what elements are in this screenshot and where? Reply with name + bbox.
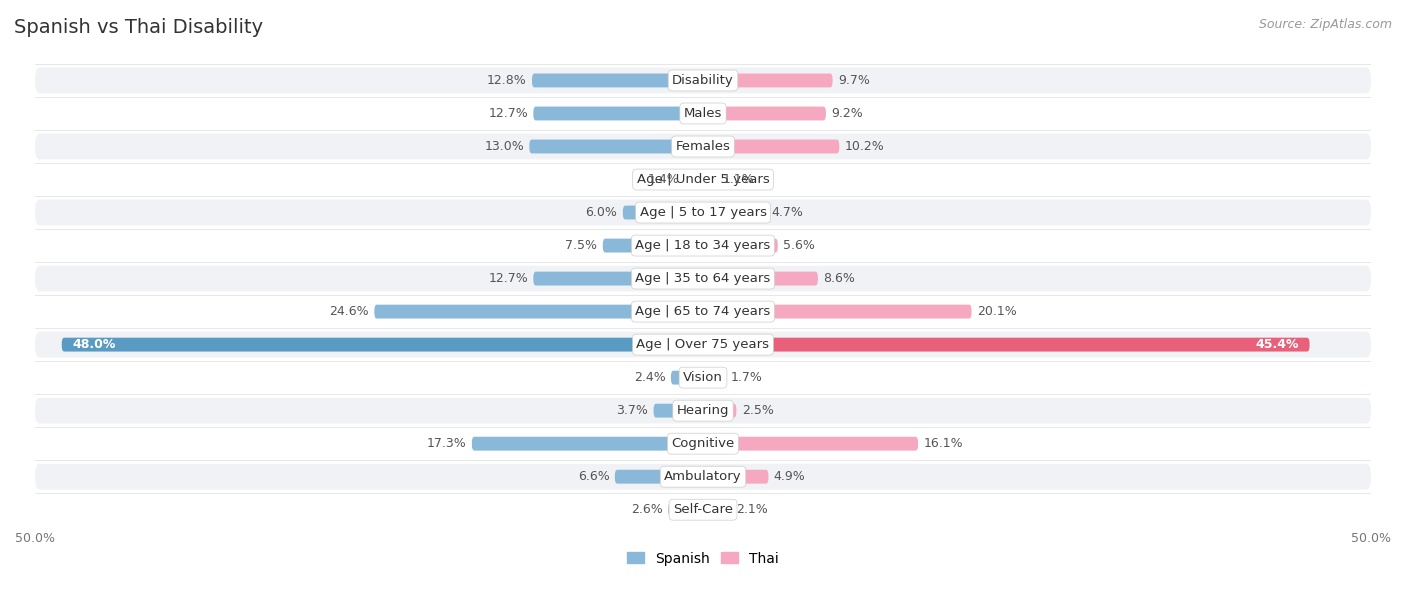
Text: 9.2%: 9.2% [831, 107, 863, 120]
Text: Age | 5 to 17 years: Age | 5 to 17 years [640, 206, 766, 219]
FancyBboxPatch shape [603, 239, 703, 253]
FancyBboxPatch shape [703, 239, 778, 253]
FancyBboxPatch shape [531, 73, 703, 88]
Text: 10.2%: 10.2% [845, 140, 884, 153]
FancyBboxPatch shape [35, 133, 1371, 159]
FancyBboxPatch shape [614, 470, 703, 483]
Text: Ambulatory: Ambulatory [664, 470, 742, 483]
Text: Age | Under 5 years: Age | Under 5 years [637, 173, 769, 186]
Text: 12.8%: 12.8% [486, 74, 527, 87]
FancyBboxPatch shape [703, 437, 918, 450]
FancyBboxPatch shape [62, 338, 703, 351]
Text: 9.7%: 9.7% [838, 74, 870, 87]
Text: 12.7%: 12.7% [488, 107, 529, 120]
Text: Age | 35 to 64 years: Age | 35 to 64 years [636, 272, 770, 285]
Text: 2.1%: 2.1% [737, 503, 768, 516]
Text: Cognitive: Cognitive [672, 437, 734, 450]
FancyBboxPatch shape [703, 371, 725, 384]
Text: 2.5%: 2.5% [742, 404, 773, 417]
FancyBboxPatch shape [623, 206, 703, 220]
FancyBboxPatch shape [35, 332, 1371, 357]
Text: Vision: Vision [683, 371, 723, 384]
FancyBboxPatch shape [533, 272, 703, 286]
Text: 20.1%: 20.1% [977, 305, 1017, 318]
Text: 1.7%: 1.7% [731, 371, 763, 384]
FancyBboxPatch shape [703, 503, 731, 517]
Text: 2.4%: 2.4% [634, 371, 665, 384]
Text: 48.0%: 48.0% [72, 338, 115, 351]
FancyBboxPatch shape [671, 371, 703, 384]
Text: Males: Males [683, 107, 723, 120]
Text: Spanish vs Thai Disability: Spanish vs Thai Disability [14, 18, 263, 37]
Text: Age | Over 75 years: Age | Over 75 years [637, 338, 769, 351]
FancyBboxPatch shape [35, 365, 1371, 390]
FancyBboxPatch shape [35, 200, 1371, 225]
FancyBboxPatch shape [703, 106, 825, 121]
Text: 24.6%: 24.6% [329, 305, 368, 318]
Text: Hearing: Hearing [676, 404, 730, 417]
Text: Age | 18 to 34 years: Age | 18 to 34 years [636, 239, 770, 252]
FancyBboxPatch shape [533, 106, 703, 121]
FancyBboxPatch shape [35, 233, 1371, 258]
Text: 2.6%: 2.6% [631, 503, 662, 516]
FancyBboxPatch shape [703, 272, 818, 286]
FancyBboxPatch shape [35, 299, 1371, 324]
FancyBboxPatch shape [35, 431, 1371, 457]
Text: 1.4%: 1.4% [647, 173, 679, 186]
Text: 17.3%: 17.3% [427, 437, 467, 450]
Text: 6.6%: 6.6% [578, 470, 609, 483]
Text: 6.0%: 6.0% [586, 206, 617, 219]
FancyBboxPatch shape [703, 140, 839, 154]
FancyBboxPatch shape [35, 497, 1371, 523]
Text: 4.7%: 4.7% [770, 206, 803, 219]
FancyBboxPatch shape [35, 100, 1371, 126]
FancyBboxPatch shape [35, 398, 1371, 424]
FancyBboxPatch shape [703, 338, 1309, 351]
FancyBboxPatch shape [35, 266, 1371, 291]
FancyBboxPatch shape [685, 173, 703, 187]
Text: Females: Females [675, 140, 731, 153]
Text: 12.7%: 12.7% [488, 272, 529, 285]
FancyBboxPatch shape [703, 305, 972, 318]
FancyBboxPatch shape [35, 67, 1371, 94]
Text: 1.1%: 1.1% [723, 173, 755, 186]
FancyBboxPatch shape [472, 437, 703, 450]
Text: Age | 65 to 74 years: Age | 65 to 74 years [636, 305, 770, 318]
Text: 7.5%: 7.5% [565, 239, 598, 252]
Text: 5.6%: 5.6% [783, 239, 815, 252]
FancyBboxPatch shape [35, 166, 1371, 192]
Text: 3.7%: 3.7% [616, 404, 648, 417]
Text: Source: ZipAtlas.com: Source: ZipAtlas.com [1258, 18, 1392, 31]
FancyBboxPatch shape [374, 305, 703, 318]
FancyBboxPatch shape [35, 464, 1371, 490]
Text: 4.9%: 4.9% [773, 470, 806, 483]
Legend: Spanish, Thai: Spanish, Thai [627, 551, 779, 565]
Text: 16.1%: 16.1% [924, 437, 963, 450]
Text: 45.4%: 45.4% [1256, 338, 1299, 351]
FancyBboxPatch shape [668, 503, 703, 517]
FancyBboxPatch shape [703, 206, 766, 220]
Text: 13.0%: 13.0% [484, 140, 524, 153]
FancyBboxPatch shape [703, 404, 737, 417]
Text: Disability: Disability [672, 74, 734, 87]
FancyBboxPatch shape [654, 404, 703, 417]
FancyBboxPatch shape [703, 173, 717, 187]
Text: 8.6%: 8.6% [824, 272, 855, 285]
FancyBboxPatch shape [703, 470, 769, 483]
FancyBboxPatch shape [529, 140, 703, 154]
FancyBboxPatch shape [703, 73, 832, 88]
Text: Self-Care: Self-Care [673, 503, 733, 516]
